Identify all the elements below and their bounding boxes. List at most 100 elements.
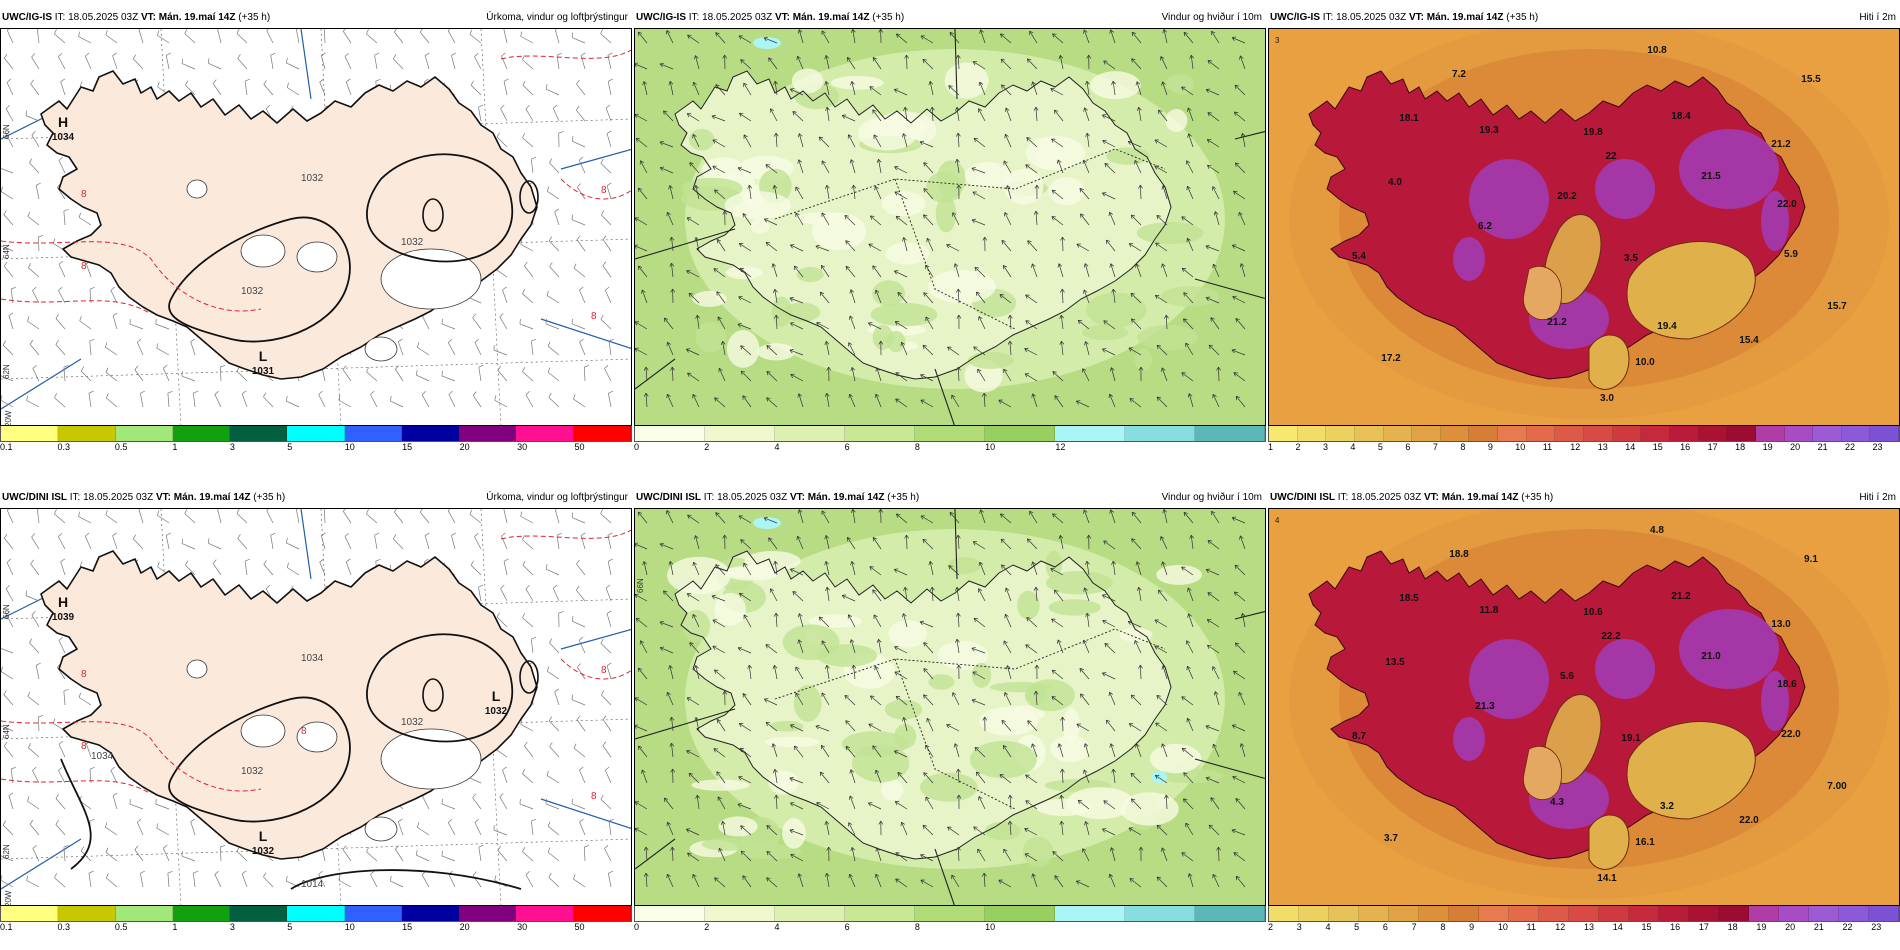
colorbar-tick-label: 0.3: [57, 442, 70, 452]
colorbar: [0, 426, 632, 442]
map-panel-wind: UWC/DINI ISL IT: 18.05.2025 03Z VT: Mán.…: [634, 490, 1266, 940]
init-time: IT: 18.05.2025 03Z: [1322, 12, 1407, 23]
colorbar-swatch: [1813, 426, 1842, 441]
colorbar-tick-label: 3: [229, 442, 235, 452]
colorbar-swatch: [573, 426, 631, 441]
colorbar-tick-label: 10: [1497, 922, 1508, 932]
lead-time: (+35 h): [887, 492, 920, 503]
colorbar-ticks: 0.1 0.3 0.5 1 3 5 10 15 20 30 50: [0, 922, 632, 934]
temperature-label: 13.5: [1385, 657, 1405, 668]
temperature-label: 22.0: [1739, 815, 1759, 826]
colorbar-swatch: [1, 906, 59, 921]
colorbar-swatch: [1659, 906, 1689, 921]
colorbar-swatch: [1299, 906, 1329, 921]
colorbar-tick-label: 21: [1817, 442, 1828, 452]
panel-title: Úrkoma, vindur og loftþrýstingur: [486, 12, 628, 23]
colorbar-swatch: [1727, 426, 1756, 441]
colorbar-swatch: [115, 426, 173, 441]
colorbar-swatch: [1269, 906, 1299, 921]
colorbar-tick-label: 20: [1790, 442, 1801, 452]
colorbar-swatch: [775, 426, 845, 441]
precip-contour-label: 8: [591, 791, 597, 802]
temperature-label: 7.2: [1452, 69, 1466, 80]
grid-label: 62N: [2, 844, 11, 859]
colorbar-swatch: [1449, 906, 1479, 921]
colorbar-tick-label: 14: [1625, 442, 1636, 452]
colorbar-swatch: [1125, 906, 1195, 921]
colorbar-swatch: [1297, 426, 1327, 441]
colorbar-swatch: [1841, 426, 1871, 441]
temperature-label: 3.5: [1624, 253, 1638, 264]
grid-label: 62N: [2, 364, 11, 379]
grid-label: 64N: [2, 724, 11, 739]
colorbar-swatch: [1509, 906, 1539, 921]
colorbar-swatch: [172, 906, 231, 921]
colorbar-swatch: [1669, 426, 1699, 441]
lead-time: (+35 h): [1506, 12, 1539, 23]
colorbar-swatch: [1359, 906, 1389, 921]
panel-title: Hiti í 2m: [1859, 12, 1896, 23]
colorbar: [1268, 426, 1900, 442]
map-canvas: 10.8 7.2 15.5 18.1 19.3 19.8 18.4 22 21.2 21.5 4.0…: [1268, 28, 1900, 426]
temperature-label: 21.3: [1475, 701, 1495, 712]
colorbar-swatch: [845, 906, 915, 921]
colorbar-swatch: [845, 426, 915, 441]
isobar-label: 1014: [301, 879, 324, 890]
colorbar-tick-label: 13: [1584, 922, 1595, 932]
map-svg: 66N: [635, 509, 1265, 905]
temperature-label: 16.1: [1635, 837, 1655, 848]
colorbar-tick-label: 5: [287, 922, 293, 932]
colorbar-swatch: [1612, 426, 1642, 441]
colorbar-tick-label: 19: [1762, 442, 1773, 452]
temperature-label: 10.6: [1583, 607, 1603, 618]
colorbar-tick-label: 4: [774, 442, 780, 452]
temperature-label: 9.1: [1804, 554, 1818, 565]
colorbar-tick-label: 18: [1735, 442, 1746, 452]
temperature-label: 4.8: [1650, 525, 1664, 536]
colorbar-swatch: [1569, 906, 1599, 921]
temperature-label: 21.5: [1701, 171, 1721, 182]
colorbar-swatch: [115, 906, 173, 921]
colorbar-swatch: [1809, 906, 1839, 921]
init-time: IT: 18.05.2025 03Z: [69, 492, 154, 503]
colorbar-swatch: [1125, 426, 1195, 441]
colorbar-swatch: [1749, 906, 1779, 921]
temperature-label: 19.8: [1583, 127, 1603, 138]
temperature-label: 18.8: [1449, 549, 1469, 560]
corner-value: 4: [1275, 516, 1280, 525]
map-canvas: 66N 64N 62N 20W 8 8 8 8 1032 1032 1032 H 1034 L 1031: [0, 28, 632, 426]
colorbar-tick-label: 9: [1469, 922, 1475, 932]
colorbar-tick-label: 11: [1526, 922, 1536, 932]
colorbar-swatch: [1839, 906, 1869, 921]
colorbar-tick-label: 10: [1515, 442, 1526, 452]
colorbar-tick-label: 17: [1707, 442, 1718, 452]
init-time: IT: 18.05.2025 03Z: [54, 12, 139, 23]
colorbar-swatch: [401, 426, 460, 441]
colorbar-tick-label: 22: [1845, 442, 1856, 452]
pressure-center-value: 1032: [252, 846, 275, 857]
pressure-center-value: 1039: [52, 612, 75, 623]
colorbar-tick-label: 0.3: [57, 922, 70, 932]
colorbar-tick-label: 9: [1487, 442, 1493, 452]
temperature-label: 10.8: [1647, 45, 1667, 56]
colorbar-swatch: [635, 906, 705, 921]
temperature-label: 5.6: [1560, 671, 1574, 682]
temperature-label: 19.3: [1479, 125, 1499, 136]
colorbar-swatch: [516, 426, 574, 441]
temperature-label: 11.8: [1480, 605, 1499, 616]
pressure-center-value: 1032: [485, 706, 508, 717]
precip-contour-label: 8: [301, 726, 307, 737]
colorbar-ticks: 0 2 4 6 8 10 12: [634, 442, 1266, 454]
colorbar-swatch: [1479, 906, 1509, 921]
colorbar-swatch: [459, 906, 517, 921]
colorbar-tick-label: 8: [914, 922, 920, 932]
colorbar-tick-label: 1: [172, 442, 178, 452]
temperature-label: 20.2: [1557, 191, 1577, 202]
init-time: IT: 18.05.2025 03Z: [1337, 492, 1422, 503]
colorbar-swatch: [1784, 426, 1814, 441]
temperature-label: 19.1: [1621, 733, 1641, 744]
colorbar-swatch: [915, 426, 985, 441]
colorbar-swatch: [1641, 426, 1670, 441]
run-info: UWC/DINI ISL IT: 18.05.2025 03Z VT: Mán.…: [1270, 490, 1553, 506]
run-info: UWC/IG-IS IT: 18.05.2025 03Z VT: Mán. 19…: [636, 10, 904, 26]
